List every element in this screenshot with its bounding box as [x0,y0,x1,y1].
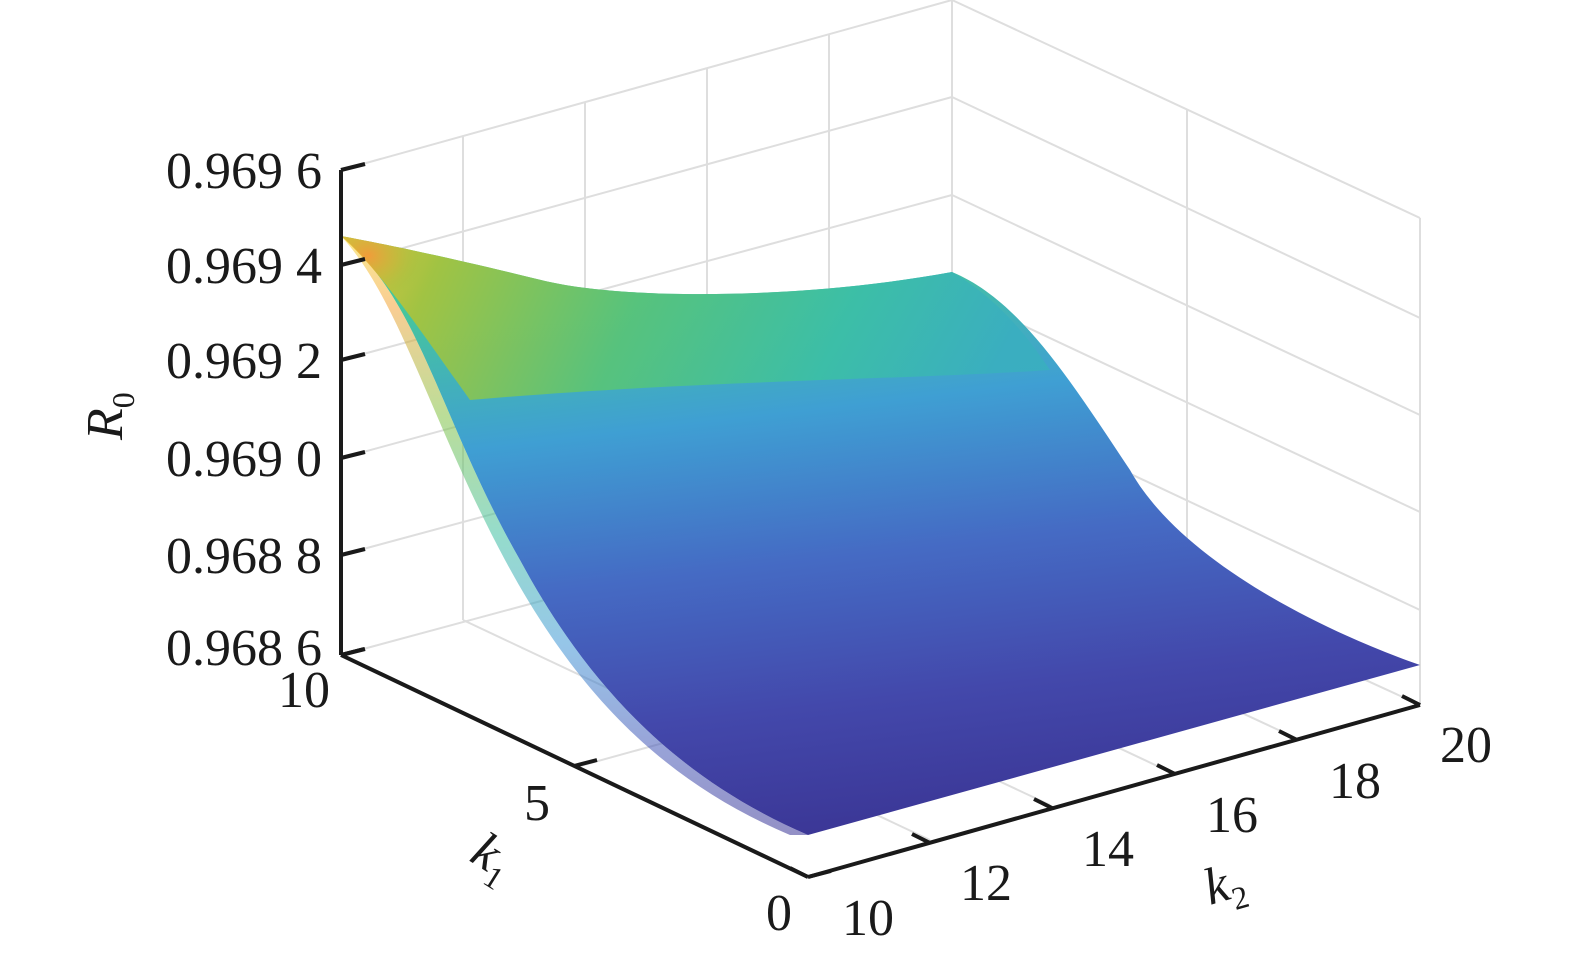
axis-label-subscript: 0 [105,392,141,408]
x-tick-labels: 10 12 14 16 18 20 [842,717,1492,947]
x-axis-label: k2 [1198,851,1253,923]
x-tick-label: 18 [1329,753,1381,810]
z-axis-label: R0 [77,392,141,441]
x-tick-label: 16 [1206,787,1258,844]
z-tick-labels: 0.969 6 0.969 4 0.969 2 0.969 0 0.968 8 … [166,143,322,677]
y-tick-label: 10 [278,662,330,719]
z-tick-label: 0.969 4 [166,238,322,295]
x-ticks [789,694,1421,879]
y-tick-labels: 10 5 0 [278,662,792,942]
x-axis-line [807,703,1421,879]
x-tick-label: 12 [960,855,1012,912]
y-ticks [340,647,832,879]
surface [341,236,1420,835]
x-tick-label: 20 [1440,717,1492,774]
y-tick-label: 0 [766,885,792,942]
surface-hotspot [341,236,546,400]
z-tick-label: 0.969 0 [166,431,322,488]
z-tick-label: 0.968 8 [166,528,322,585]
x-tick-label: 14 [1082,821,1134,878]
z-tick-label: 0.968 6 [166,620,322,677]
x-tick-label: 10 [842,890,894,947]
y-axis-label: k1 [458,822,525,897]
y-tick-label: 5 [524,775,550,832]
z-tick-label: 0.969 6 [166,143,322,200]
surface-left-edge [341,236,808,835]
z-tick-label: 0.969 2 [166,333,322,390]
